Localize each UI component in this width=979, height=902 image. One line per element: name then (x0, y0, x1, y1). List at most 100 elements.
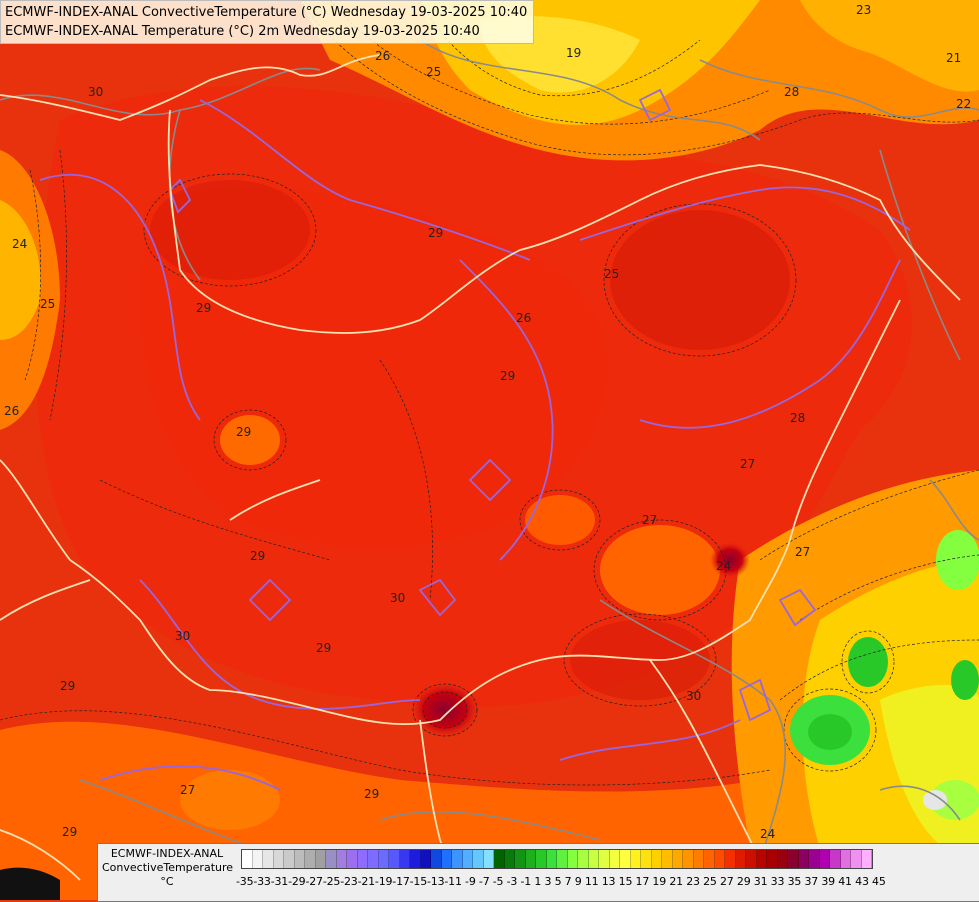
contour-label: 30 (88, 85, 103, 99)
legend-parameter: ConvectiveTemperature (102, 861, 234, 874)
legend-swatch (662, 850, 673, 868)
orange-patch-1 (600, 525, 720, 615)
contour-label: 29 (196, 301, 211, 315)
country-borders (0, 54, 961, 900)
green-cell-1-inner (808, 714, 852, 750)
legend-swatch (756, 850, 767, 868)
green-cell-4 (951, 660, 979, 700)
legend-swatch (357, 850, 368, 868)
legend-swatch (630, 850, 641, 868)
contour-label: 28 (790, 411, 805, 425)
legend-swatch (294, 850, 305, 868)
dark-red-patch-1 (610, 210, 790, 350)
contour-lines (0, 0, 979, 786)
legend-swatch (504, 850, 515, 868)
legend-swatch (735, 850, 746, 868)
contour-label: 24 (760, 827, 775, 841)
contour-label: 27 (740, 457, 755, 471)
orange-patch-4 (180, 770, 280, 830)
legend-swatch (767, 850, 778, 868)
header-line-1: ECMWF-INDEX-ANAL ConvectiveTemperature (… (5, 5, 528, 20)
legend-swatch (242, 850, 253, 868)
no-data-corner (0, 867, 60, 900)
legend-swatch (746, 850, 757, 868)
contour-label: 24 (716, 559, 731, 573)
hot-spot (410, 682, 480, 738)
contour-label: 26 (516, 311, 531, 325)
legend-swatch (777, 850, 788, 868)
legend-swatch (525, 850, 536, 868)
map-header: ECMWF-INDEX-ANAL ConvectiveTemperature (… (0, 0, 535, 44)
legend-swatch (609, 850, 620, 868)
legend-title: ECMWF-INDEX-ANAL ConvectiveTemperature °… (102, 847, 234, 889)
contour-label: 23 (856, 3, 871, 17)
legend-model: ECMWF-INDEX-ANAL (110, 847, 224, 860)
legend-swatch (515, 850, 526, 868)
legend-swatch (473, 850, 484, 868)
legend-swatch (431, 850, 442, 868)
contour-label: 25 (40, 297, 55, 311)
contour-label: 24 (12, 237, 27, 251)
contour-label: 29 (500, 369, 515, 383)
legend-swatch (599, 850, 610, 868)
legend-color-bar (241, 849, 873, 869)
contour-label: 27 (180, 783, 195, 797)
contour-label: 26 (375, 49, 390, 63)
contour-label: 25 (426, 65, 441, 79)
contour-label: 29 (250, 549, 265, 563)
legend-swatch (273, 850, 284, 868)
legend-swatch (252, 850, 263, 868)
north-east-yellow (800, 0, 979, 92)
legend-swatch (546, 850, 557, 868)
legend-swatch (683, 850, 694, 868)
legend-swatch (819, 850, 830, 868)
legend-swatch (368, 850, 379, 868)
contour-label: 28 (784, 85, 799, 99)
contour-labels: 19 23 21 25 26 28 29 30 22 24 25 26 29 2… (4, 3, 971, 841)
legend-swatch (483, 850, 494, 868)
legend-swatch (840, 850, 851, 868)
orange-patch-3 (220, 415, 280, 465)
legend-swatch (651, 850, 662, 868)
legend-swatch (410, 850, 421, 868)
legend-swatch (284, 850, 295, 868)
contour-label: 30 (175, 629, 190, 643)
legend-swatch (672, 850, 683, 868)
contour-label: 27 (642, 513, 657, 527)
legend-swatch (462, 850, 473, 868)
legend-swatch (693, 850, 704, 868)
legend-swatch (620, 850, 631, 868)
legend-swatch (830, 850, 841, 868)
legend-swatch (704, 850, 715, 868)
west-yellow-region (0, 200, 41, 340)
legend-swatch (788, 850, 799, 868)
legend-swatch (851, 850, 862, 868)
legend-swatch (315, 850, 326, 868)
legend-swatch (326, 850, 337, 868)
legend-swatch (305, 850, 316, 868)
contour-label: 30 (686, 689, 701, 703)
green-cell-5 (930, 780, 979, 820)
header-line-2: ECMWF-INDEX-ANAL Temperature (°C) 2m Wed… (5, 24, 480, 39)
legend-swatch (420, 850, 431, 868)
legend-swatch (441, 850, 452, 868)
contour-label: 27 (795, 545, 810, 559)
isotherm-lines (39, 88, 911, 791)
dark-red-patch-2 (150, 180, 310, 280)
legend-unit: °C (160, 875, 174, 888)
contour-label: 25 (604, 267, 619, 281)
contour-label: 29 (364, 787, 379, 801)
contour-label: 29 (236, 425, 251, 439)
contour-label: 22 (956, 97, 971, 111)
legend-swatch (809, 850, 820, 868)
contour-label: 29 (62, 825, 77, 839)
legend-swatch (861, 850, 872, 868)
legend-swatch (336, 850, 347, 868)
legend-swatch (494, 850, 505, 868)
legend-swatch (725, 850, 736, 868)
green-cell-3 (936, 530, 979, 590)
legend-swatch (389, 850, 400, 868)
color-legend: ECMWF-INDEX-ANAL ConvectiveTemperature °… (97, 843, 979, 902)
legend-swatch (399, 850, 410, 868)
